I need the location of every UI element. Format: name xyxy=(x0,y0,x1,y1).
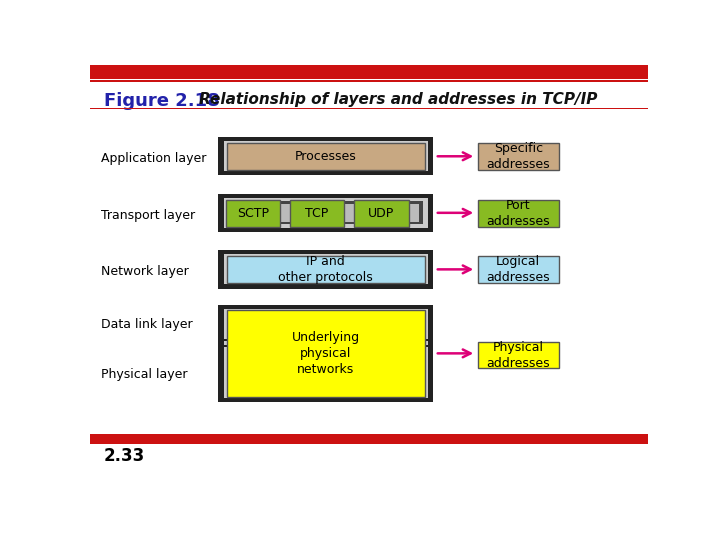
Bar xyxy=(90,65,648,79)
Text: Data link layer: Data link layer xyxy=(101,318,193,331)
Bar xyxy=(227,143,425,170)
Text: Specific
addresses: Specific addresses xyxy=(487,142,550,171)
Bar xyxy=(478,342,559,368)
Bar xyxy=(225,200,280,227)
Bar xyxy=(228,258,423,281)
Bar xyxy=(224,141,428,171)
Text: 2.33: 2.33 xyxy=(104,447,145,464)
Text: Physical layer: Physical layer xyxy=(101,368,188,381)
Bar xyxy=(233,204,419,221)
Bar xyxy=(224,309,428,399)
Bar xyxy=(218,339,433,347)
Bar xyxy=(224,198,428,228)
Bar xyxy=(224,341,428,345)
Text: UDP: UDP xyxy=(368,207,395,220)
Bar xyxy=(478,143,559,170)
Bar xyxy=(90,107,648,109)
Bar xyxy=(218,194,433,232)
Bar xyxy=(227,256,425,283)
Bar xyxy=(354,200,409,227)
Bar xyxy=(233,261,419,278)
Text: Application layer: Application layer xyxy=(101,152,207,165)
Bar xyxy=(233,147,419,165)
Text: Underlying
physical
networks: Underlying physical networks xyxy=(292,331,360,376)
Text: IP and
other protocols: IP and other protocols xyxy=(279,255,373,284)
Bar xyxy=(289,200,344,227)
Text: SCTP: SCTP xyxy=(237,207,269,220)
Bar xyxy=(90,434,648,444)
Bar xyxy=(218,137,433,175)
Bar xyxy=(228,201,423,225)
Bar xyxy=(218,305,433,402)
Bar xyxy=(227,310,425,397)
Text: Transport layer: Transport layer xyxy=(101,209,195,222)
Text: TCP: TCP xyxy=(305,207,329,220)
Bar xyxy=(218,250,433,288)
Bar xyxy=(233,315,419,392)
Text: Relationship of layers and addresses in TCP/IP: Relationship of layers and addresses in … xyxy=(199,92,597,107)
Text: Port
addresses: Port addresses xyxy=(487,199,550,228)
Bar xyxy=(90,438,648,441)
Bar xyxy=(224,254,428,285)
Text: Physical
addresses: Physical addresses xyxy=(487,341,550,369)
Bar xyxy=(228,312,423,395)
Bar xyxy=(478,200,559,227)
Text: Figure 2.18: Figure 2.18 xyxy=(104,92,220,110)
Bar xyxy=(90,80,648,82)
Text: Network layer: Network layer xyxy=(101,265,189,278)
Text: Processes: Processes xyxy=(295,150,356,163)
Text: Logical
addresses: Logical addresses xyxy=(487,255,550,284)
Bar xyxy=(228,144,423,167)
Bar xyxy=(478,256,559,283)
